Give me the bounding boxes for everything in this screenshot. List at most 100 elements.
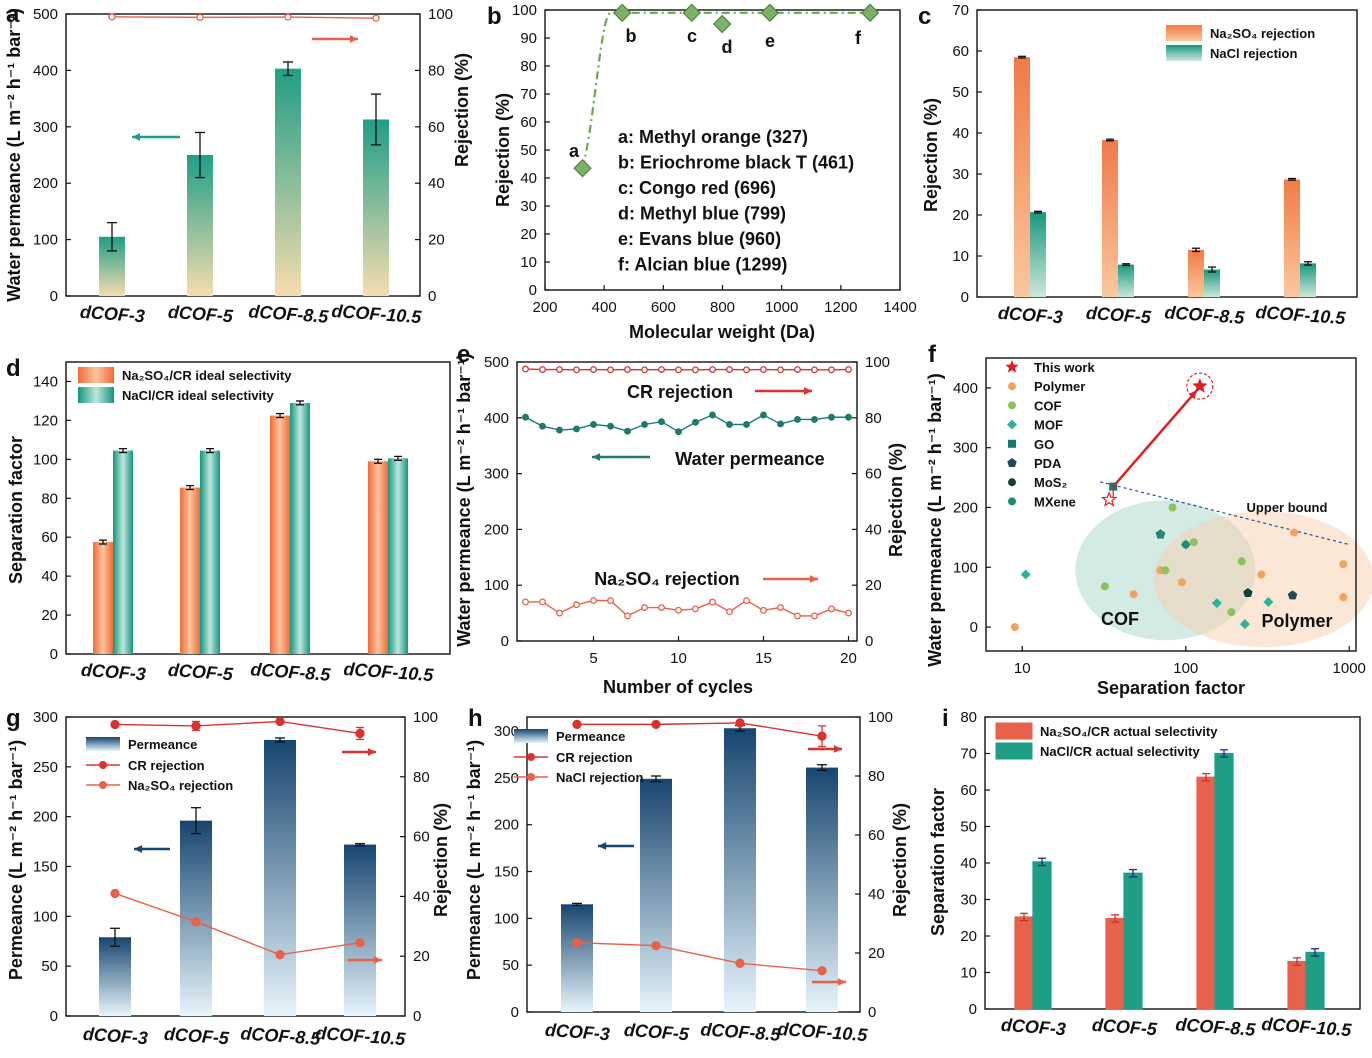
y-tick-label: 80 — [960, 709, 977, 726]
bar — [1214, 752, 1234, 1010]
y-tick-label: 30 — [960, 892, 977, 909]
category-label: dCOF-5 — [1091, 1015, 1158, 1040]
y2-tick-label: 0 — [428, 288, 436, 305]
legend-entry: NaCl rejection — [1210, 46, 1297, 61]
y2-tick-label: 0 — [413, 1008, 421, 1025]
bar — [1118, 264, 1134, 297]
y-tick-label: 500 — [484, 354, 509, 371]
series-point — [709, 411, 716, 419]
legend-entry: CR rejection — [556, 750, 633, 765]
y-tick-label: 10 — [520, 254, 537, 271]
x-tick-label: 800 — [710, 299, 735, 316]
category-label: dCOF-10.5 — [1261, 1014, 1353, 1040]
marker-circle — [1008, 401, 1016, 410]
bar — [368, 461, 388, 654]
bar — [180, 487, 200, 654]
y2-tick-label: 40 — [428, 175, 445, 192]
salt-rejection-point — [651, 940, 661, 951]
series-point — [607, 366, 614, 374]
y2-tick-label: 60 — [868, 827, 885, 844]
y-axis-label: Water permeance (L m⁻² h⁻¹ bar⁻¹) — [454, 353, 474, 647]
series-point — [726, 366, 733, 373]
legend-entry: CR rejection — [128, 758, 205, 773]
category-label: dCOF-3 — [82, 1024, 148, 1048]
legend-swatch — [514, 729, 548, 743]
legend-entry: NaCl rejection — [556, 770, 643, 785]
category-label: dCOF-8.5 — [240, 1023, 322, 1049]
bar — [275, 68, 301, 296]
series-point — [794, 366, 801, 373]
panel-g: 0 50 100 150 200 250 300 0 20 40 60 80 100 dCOF-3 dCOF… — [6, 705, 451, 1049]
series-point — [624, 427, 631, 435]
category-label: dCOF-5 — [167, 660, 234, 685]
y-tick-label: 20 — [960, 928, 977, 945]
y-tick-label: 400 — [33, 62, 58, 79]
upper-bound-line — [1100, 481, 1350, 546]
legend-entry: f: Alcian blue (1299) — [618, 255, 787, 275]
bar — [1305, 951, 1325, 1010]
y-tick-label: 200 — [33, 175, 58, 192]
y-tick-label: 300 — [494, 723, 519, 740]
bar — [93, 542, 113, 654]
marker-circle — [1290, 528, 1299, 537]
y2-tick-label: 40 — [865, 521, 882, 538]
legend-entry: e: Evans blue (960) — [618, 229, 781, 249]
series-point — [556, 426, 563, 434]
y-tick-label: 300 — [484, 466, 509, 483]
y-tick-label: 40 — [520, 170, 537, 187]
series-point — [845, 366, 852, 373]
series-point — [760, 606, 767, 614]
legend-entry: Na₂SO₄/CR ideal selectivity — [122, 368, 292, 383]
point-label: d — [722, 37, 733, 57]
y2-tick-label: 60 — [428, 119, 445, 136]
series-point — [590, 421, 597, 428]
right-axis-arrow-head — [349, 35, 358, 43]
marker-circle — [1008, 382, 1016, 391]
series-point — [692, 418, 699, 426]
bar — [1102, 139, 1118, 297]
bar — [1105, 917, 1125, 1010]
improvement-arrow — [1112, 389, 1198, 488]
bar — [1014, 916, 1034, 1010]
rejection-point — [284, 13, 292, 21]
x-tick-label: 1000 — [765, 299, 798, 316]
legend-swatch — [86, 737, 120, 751]
y-tick-label: 40 — [952, 125, 969, 142]
legend-swatch — [78, 387, 114, 403]
x-tick-label: 5 — [589, 650, 597, 667]
bar — [388, 458, 408, 654]
series-point — [692, 605, 699, 613]
x-axis-label: Number of cycles — [603, 677, 753, 697]
marker-circle — [1129, 590, 1138, 599]
series-point — [641, 366, 648, 374]
panel-label: g — [6, 705, 21, 732]
salt-rejection-point — [817, 966, 827, 976]
na-arrow-head — [809, 575, 818, 583]
bar — [1123, 872, 1143, 1010]
upper-bound-label: Upper bound — [1247, 500, 1328, 515]
y-tick-label: 150 — [494, 864, 519, 881]
legend-entry: PDA — [1034, 456, 1062, 471]
y-axis-label: Separation factor — [928, 788, 948, 936]
legend-entry: a: Methyl orange (327) — [618, 127, 808, 147]
cr-arrow-head — [803, 387, 812, 395]
y-tick-label: 70 — [960, 746, 977, 763]
bar — [724, 728, 756, 1012]
y-axis-label: Water permeance (L m⁻² h⁻¹ bar⁻¹) — [4, 8, 24, 302]
cr-rejection-point — [817, 731, 827, 741]
panel-label: i — [942, 705, 949, 732]
left-axis-arrow-head — [132, 133, 141, 141]
series-point — [641, 604, 648, 611]
y-tick-label: 300 — [33, 709, 58, 726]
y2-tick-label: 20 — [868, 945, 885, 962]
series-point — [777, 604, 784, 611]
y-tick-label: 300 — [953, 440, 978, 457]
y-tick-label: 150 — [33, 859, 58, 876]
legend-entry: MXene — [1034, 494, 1076, 509]
data-point — [713, 14, 732, 34]
y-tick-label: 0 — [969, 1001, 977, 1018]
y-tick-label: 60 — [41, 529, 58, 546]
bar — [1014, 57, 1030, 298]
y-tick-label: 0 — [50, 288, 58, 305]
